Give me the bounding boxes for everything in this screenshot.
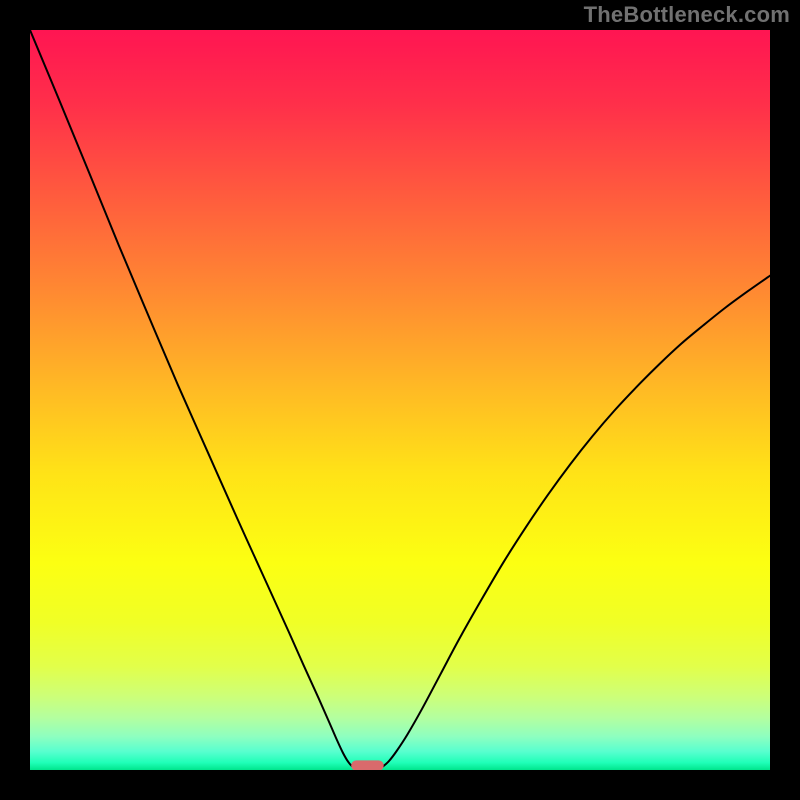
chart-svg (30, 30, 770, 770)
plot-area (30, 30, 770, 770)
gradient-background (30, 30, 770, 770)
watermark-text: TheBottleneck.com (584, 2, 790, 28)
chart-root: TheBottleneck.com (0, 0, 800, 800)
bottleneck-marker (351, 760, 384, 770)
